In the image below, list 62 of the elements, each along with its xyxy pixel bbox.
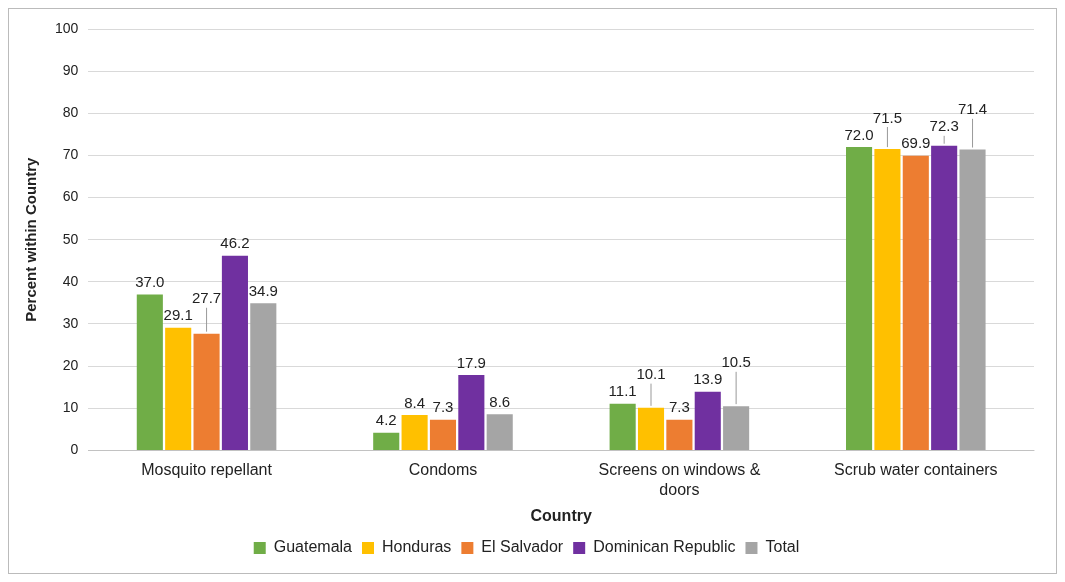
bar: [193, 333, 220, 450]
bar: [723, 406, 750, 450]
bar: [666, 419, 693, 450]
data-label: 10.5: [721, 353, 751, 371]
data-label: 8.6: [489, 392, 511, 410]
data-label: 37.0: [135, 273, 165, 291]
data-label: 4.2: [375, 411, 397, 429]
data-label: 13.9: [693, 370, 723, 388]
legend-label: El Salvador: [481, 538, 564, 556]
data-label: 17.9: [456, 353, 486, 371]
bar: [250, 303, 277, 450]
data-label: 10.1: [636, 365, 666, 383]
data-label: 71.4: [957, 100, 988, 118]
bar: [931, 145, 958, 450]
bar: [221, 255, 248, 450]
data-label: 29.1: [163, 306, 193, 324]
x-tick-label: Mosquito repellant: [141, 461, 273, 479]
data-label: 71.5: [872, 108, 903, 126]
y-tick-label: 50: [62, 230, 79, 247]
data-label: 27.7: [191, 289, 222, 307]
data-label: 8.4: [404, 393, 426, 411]
data-label: 72.0: [844, 125, 874, 143]
data-label: 34.9: [248, 281, 278, 299]
x-tick-label: Scrub water containers: [833, 461, 998, 479]
x-tick-label: Condoms: [408, 461, 478, 479]
data-label: 72.3: [929, 117, 959, 135]
x-axis-title: Country: [530, 506, 592, 524]
y-tick-label: 90: [62, 62, 79, 78]
bar: [846, 146, 873, 450]
legend-label: Honduras: [381, 538, 452, 556]
bar: [694, 391, 721, 450]
data-label: 7.3: [668, 398, 690, 416]
legend-label: Guatemala: [273, 538, 353, 556]
legend-label: Total: [765, 538, 800, 556]
bar: [874, 149, 901, 450]
y-axis-title: Percent within Country: [22, 156, 40, 322]
bar: [486, 414, 513, 450]
bar: [165, 327, 192, 450]
bar: [136, 294, 163, 450]
y-tick-label: 0: [70, 441, 79, 458]
y-tick-label: 70: [62, 146, 79, 163]
y-tick-label: 80: [62, 104, 79, 121]
legend-label: Dominican Republic: [593, 538, 736, 556]
data-label: 69.9: [901, 134, 931, 152]
bar: [373, 432, 400, 450]
data-label: 7.3: [432, 398, 454, 416]
y-tick-label: 30: [62, 314, 79, 331]
bar: [458, 374, 485, 450]
bar: [637, 407, 665, 450]
y-tick-label: 10: [62, 399, 79, 416]
y-tick-label: 20: [62, 356, 79, 373]
bar: [902, 155, 929, 450]
bar: [959, 149, 986, 450]
bar: [609, 403, 636, 450]
data-label: 11.1: [608, 382, 637, 400]
x-tick-label: Screens on windows & doors: [598, 461, 761, 498]
y-tick-label: 100: [55, 19, 79, 36]
bar: [429, 419, 457, 450]
bar: [401, 415, 428, 450]
y-tick-label: 40: [62, 272, 79, 289]
y-tick-label: 60: [62, 188, 79, 205]
data-label: 46.2: [220, 234, 250, 252]
